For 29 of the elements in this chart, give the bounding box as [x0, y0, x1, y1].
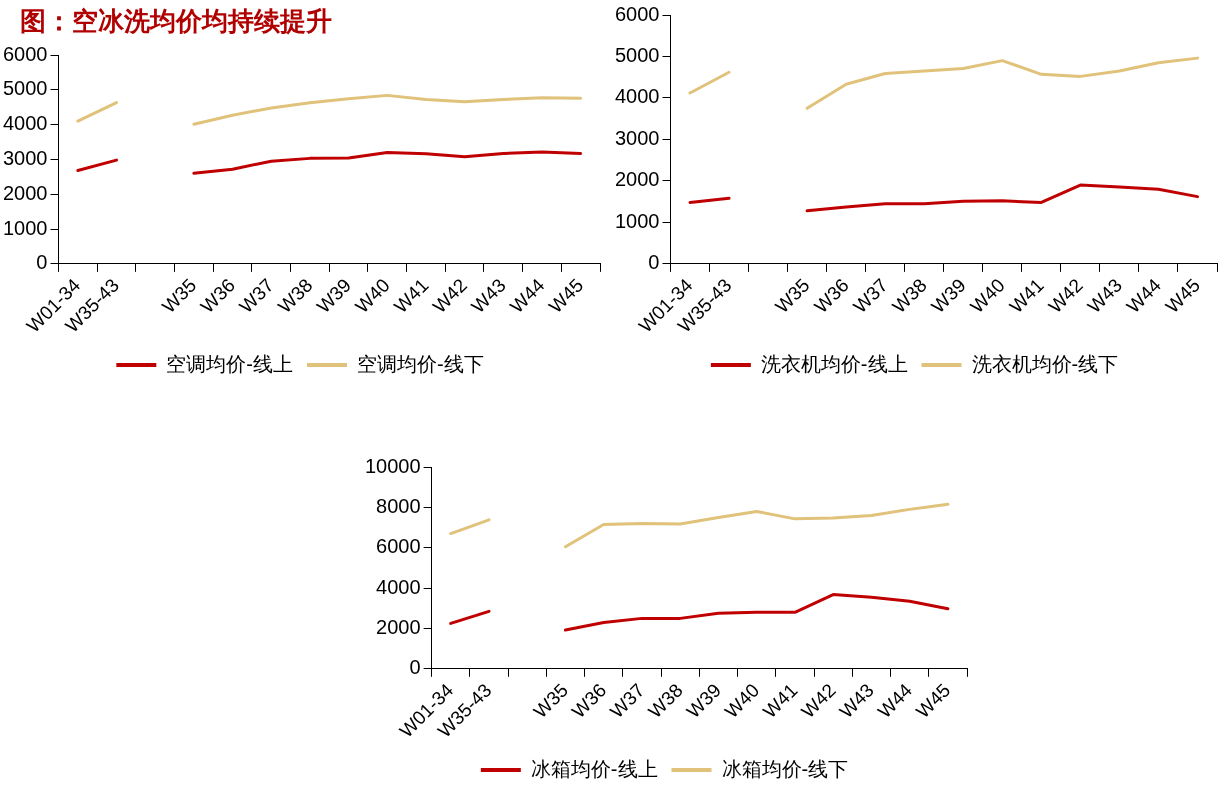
y-tick-label: 1000: [2, 216, 48, 239]
y-tick-label: 4000: [614, 85, 660, 108]
y-tick-label: 4000: [2, 112, 48, 135]
y-tick-label: 2000: [2, 181, 48, 204]
y-tick-label: 1000: [614, 209, 660, 232]
y-tick-label: 6000: [614, 2, 660, 25]
y-tick-label: 0: [36, 251, 48, 274]
y-tick-label: 2000: [614, 168, 660, 191]
y-tick-label: 5000: [614, 43, 660, 66]
y-tick-label: 0: [409, 656, 421, 679]
y-tick-label: 6000: [2, 42, 48, 65]
y-tick-label: 6000: [376, 535, 421, 558]
y-tick-label: 5000: [2, 77, 48, 100]
legend-label: 洗衣机均价-线下: [971, 352, 1119, 375]
y-tick-label: 0: [648, 251, 660, 274]
y-tick-label: 3000: [614, 126, 660, 149]
legend-label: 冰箱均价-线下: [721, 757, 849, 780]
legend-label: 空调均价-线上: [166, 352, 294, 375]
legend-label: 洗衣机均价-线上: [760, 352, 908, 375]
x-tick-label: W41: [389, 274, 433, 318]
y-tick-label: 4000: [376, 575, 421, 598]
x-tick-label: W41: [1005, 274, 1048, 318]
y-tick-label: 2000: [376, 615, 421, 638]
legend-label: 空调均价-线下: [357, 352, 484, 375]
legend-label: 冰箱均价-线上: [530, 757, 658, 780]
y-tick-label: 10000: [364, 454, 421, 477]
y-tick-label: 8000: [376, 494, 421, 517]
y-tick-label: 3000: [2, 146, 48, 169]
chart-title: 图：空冰洗均价均持续提升: [20, 5, 332, 38]
